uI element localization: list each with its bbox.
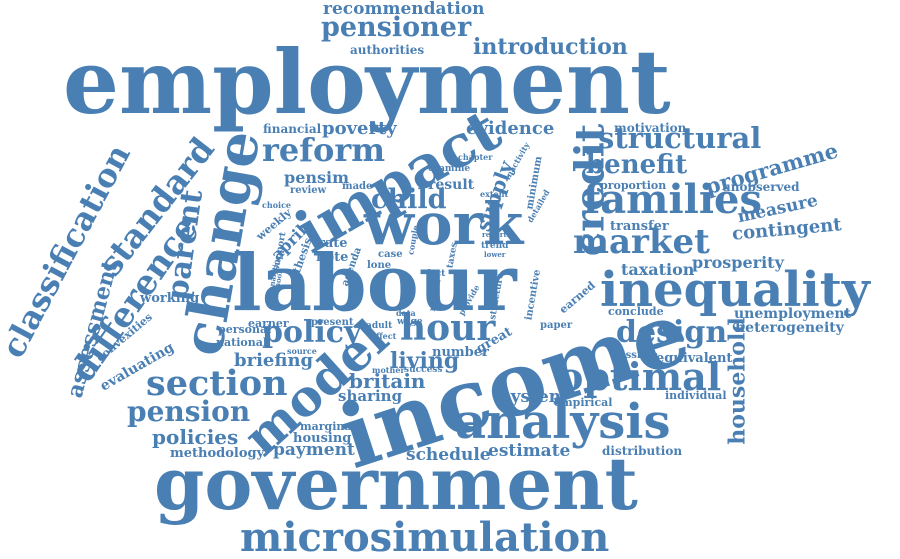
word-inequality: inequality	[600, 262, 870, 318]
word-examine: examine	[428, 164, 471, 174]
word-pensim: pensim	[284, 168, 350, 187]
word-analysis: analysis	[455, 394, 671, 450]
word-optimal: optimal	[558, 354, 722, 399]
word-lone: lone	[367, 260, 392, 271]
word-britain: britain	[349, 369, 426, 393]
word-possible: possible	[612, 350, 658, 361]
word-introduction: introduction	[473, 34, 628, 60]
word-rate: rate	[318, 236, 348, 251]
word-lower: lower	[484, 250, 506, 259]
word-work: work	[364, 190, 524, 258]
word-individual: individual	[665, 389, 727, 402]
word-conclude: conclude	[608, 305, 664, 318]
word-employment: employment	[63, 30, 671, 134]
word-section: section	[146, 363, 288, 404]
word-sharing: sharing	[338, 387, 403, 405]
word-fact: fact	[426, 269, 446, 279]
word-methodology: methodology	[170, 446, 265, 461]
word-trend: trend	[481, 241, 509, 251]
word-payment: payment	[273, 440, 355, 460]
word-pensioner: pensioner	[321, 12, 472, 43]
word-housing: housing	[293, 431, 352, 446]
word-made: made	[342, 181, 373, 192]
word-recommendation: recommendation	[323, 0, 485, 19]
word-report: report	[482, 230, 507, 239]
word-effect: effect	[371, 331, 397, 341]
word-transfer: transfer	[610, 219, 669, 234]
word-estimate: estimate	[488, 441, 571, 461]
word-national: national	[216, 336, 268, 349]
word-marginal: marginal	[300, 420, 356, 433]
word-microsimulation: microsimulation	[240, 514, 610, 559]
word-taxation: taxation	[621, 260, 695, 279]
word-briefing: briefing	[234, 350, 314, 371]
word-equivalent: equivalent	[656, 351, 733, 366]
word-government: government	[154, 441, 638, 526]
word-reform: reform	[262, 131, 386, 169]
word-extent: extent	[480, 189, 509, 199]
word-empirical: empirical	[554, 396, 613, 409]
word-source: source	[287, 346, 317, 356]
word-paper: paper	[540, 320, 573, 331]
word-living: living	[390, 348, 460, 374]
word-household: household	[724, 317, 751, 445]
word-structural: structural	[598, 121, 762, 155]
word-chapter: chapter	[458, 152, 493, 162]
word-case: case	[378, 249, 403, 260]
word-success: success	[404, 365, 443, 375]
word-benefit: benefit	[586, 150, 688, 180]
word-hour: hour	[400, 307, 496, 349]
word-result: result	[428, 177, 475, 193]
word-unobserved: unobserved	[722, 180, 800, 194]
word-policies: policies	[152, 425, 239, 449]
word-unemployment: unemployment	[734, 306, 852, 322]
word-distribution: distribution	[602, 444, 683, 458]
word-earner: earner	[248, 317, 289, 330]
word-motivation: motivation	[614, 121, 687, 135]
word-pension: pension	[127, 395, 251, 428]
word-families: families	[583, 176, 763, 223]
word-incentive: incentive	[523, 268, 544, 322]
word-wage: wage	[397, 317, 423, 327]
word-personal: personal	[218, 323, 272, 336]
word-present: present	[311, 317, 354, 328]
word-evidence: evidence	[466, 118, 555, 139]
word-design: design	[616, 315, 728, 350]
word-choice: choice	[262, 200, 292, 210]
word-review: review	[290, 185, 327, 196]
word-child: child	[371, 184, 447, 215]
word-policy: policy	[262, 315, 362, 350]
word-heterogeneity: heterogeneity	[735, 320, 844, 336]
word-working: working	[140, 291, 200, 306]
word-schedule: schedule	[406, 445, 491, 465]
word-market: market	[573, 222, 710, 262]
word-labour: labour	[232, 238, 517, 329]
word-poverty: poverty	[322, 118, 397, 139]
word-system: system	[501, 387, 567, 407]
word-financial: financial	[263, 122, 322, 136]
word-note: note	[316, 250, 349, 265]
word-authorities: authorities	[350, 43, 425, 57]
word-adult: adult	[366, 321, 393, 331]
word-data: data	[396, 308, 416, 318]
word-mother: mother	[372, 365, 405, 375]
word-proportion: proportion	[600, 179, 667, 192]
word-number: number	[432, 345, 489, 360]
word-prosperity: prosperity	[692, 253, 784, 272]
